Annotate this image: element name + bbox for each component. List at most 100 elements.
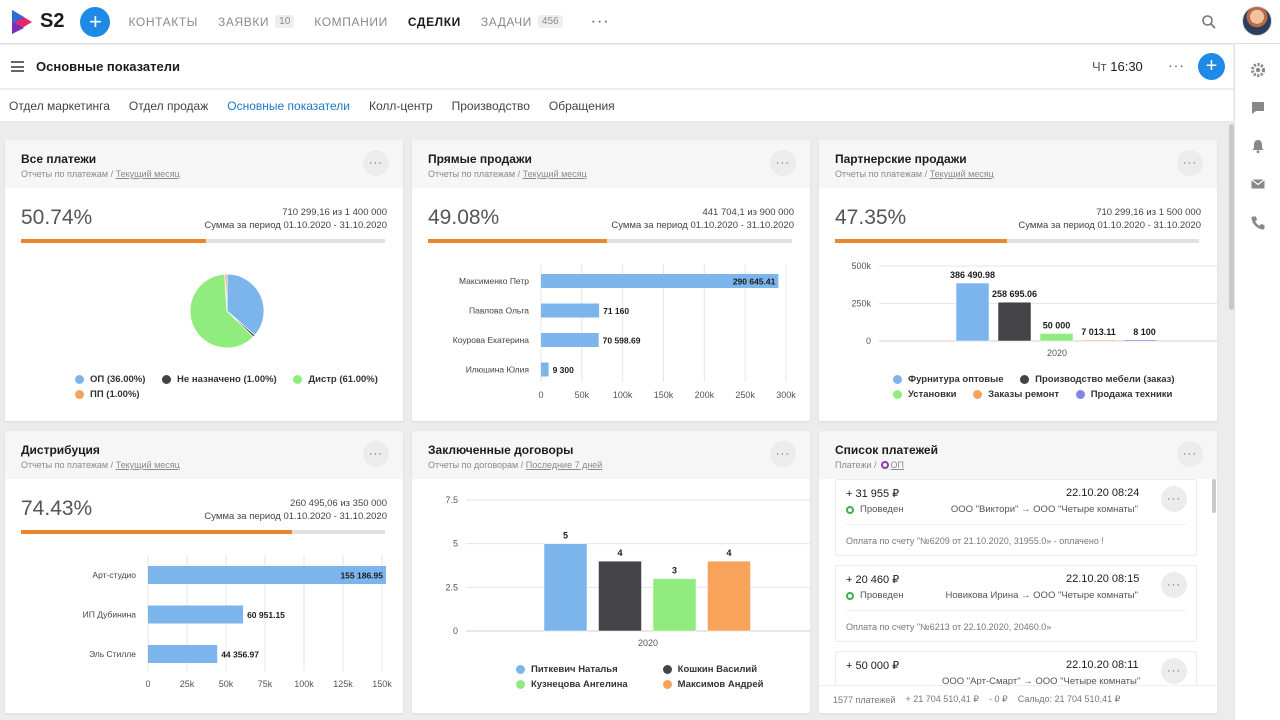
count-badge: 456 [537,15,563,28]
main-nav: КОНТАКТЫ ЗАЯВКИ 10 КОМПАНИИ СДЕЛКИ ЗАДАЧИ… [128,13,609,31]
tab-sales[interactable]: Отдел продаж [128,98,209,113]
list-scrollbar[interactable] [1212,479,1216,513]
x-tick-label: 200k [695,390,715,400]
x-tick-label: 250k [735,390,755,400]
data-label: 50 000 [1043,321,1071,331]
nav-item-tasks[interactable]: ЗАДАЧИ 456 [481,15,563,29]
menu-icon[interactable] [11,61,24,72]
data-label: 44 356.97 [221,650,259,660]
legend-item[interactable]: Не назначено (1.00%) [162,374,277,385]
legend-label: Установки [908,389,957,400]
nav-more-button[interactable]: ··· [590,12,610,30]
chart-legend: Питкевич Наталья Кошкин Василий Кузнецов… [516,664,806,692]
payments-balance: Сальдо: 21 704 510,41 ₽ [1017,694,1121,704]
card-more-button[interactable]: ··· [770,441,796,467]
card-more-button[interactable]: ··· [770,150,796,176]
legend-dot [662,665,672,674]
legend-row: Питкевич Наталья Кошкин Василий [516,664,806,677]
payment-item[interactable]: + 31 955 ₽ 22.10.20 08:24 Проведен ООО "… [835,479,1197,556]
payment-date: 22.10.20 08:11 [1066,659,1139,671]
x-tick-label: 125k [333,679,353,689]
card-header: Дистрибуция Отчеты по платежам / Текущий… [5,431,403,479]
bar [541,274,779,288]
chat-icon[interactable] [1249,99,1267,117]
legend-item[interactable]: Производство мебели (заказ) [1020,374,1175,385]
card-subtitle: Отчеты по договорам / Последние 7 дней [428,460,810,470]
tab-marketing[interactable]: Отдел маркетинга [9,98,110,113]
legend-dot [516,680,525,689]
card-more-button[interactable]: ··· [363,441,389,467]
search-icon[interactable] [1200,13,1218,31]
legend-label: Производство мебели (заказ) [1035,374,1175,385]
avatar[interactable] [1242,6,1272,36]
tab-production[interactable]: Производство [451,98,530,113]
header-more-button[interactable]: ··· [1168,57,1185,73]
legend-item[interactable]: Максимов Андрей [662,679,763,690]
legend-item[interactable]: ОП (36.00%) [75,374,145,385]
data-label: 3 [672,566,677,576]
mail-icon[interactable] [1249,175,1267,193]
bell-icon[interactable] [1249,137,1267,155]
y-tick-label: 0 [453,626,458,636]
phone-icon[interactable] [1249,214,1267,232]
payment-item[interactable]: + 20 460 ₽ 22.10.20 08:15 Проведен Новик… [835,565,1197,642]
data-label: 386 490.98 [950,270,995,280]
bar [1039,333,1074,342]
nav-item-companies[interactable]: КОМПАНИИ [314,15,388,29]
legend-label: Кузнецова Ангелина [531,679,628,690]
subtitle-source: Отчеты по платежам [21,169,109,179]
legend-item[interactable]: Установки [893,389,957,400]
period-link[interactable]: Текущий месяц [929,169,994,179]
legend-item[interactable]: Заказы ремонт [973,389,1059,400]
card-more-button[interactable]: ··· [1177,150,1203,176]
legend-item[interactable]: Дистр (61.00%) [293,374,378,385]
card-more-button[interactable]: ··· [363,150,389,176]
period-link[interactable]: Последние 7 дней [525,460,603,470]
legend-dot [1020,375,1030,384]
payment-date: 22.10.20 08:24 [1066,487,1140,499]
payment-date: 22.10.20 08:15 [1066,573,1140,585]
period-link[interactable]: Текущий месяц [115,169,180,179]
legend-item[interactable]: Фурнитура оптовые [893,374,1004,385]
gear-icon[interactable] [1249,61,1267,79]
card-header: Партнерские продажи Отчеты по платежам /… [819,140,1217,188]
tab-main-indicators[interactable]: Основные показатели [227,98,351,113]
bar [148,645,218,663]
period-link[interactable]: Текущий месяц [522,169,587,179]
legend-item[interactable]: Питкевич Наталья [516,664,646,675]
nav-item-deals[interactable]: СДЕЛКИ [408,15,461,29]
card-contracts: Заключенные договоры Отчеты по договорам… [412,431,810,713]
legend-item[interactable]: Кузнецова Ангелина [516,679,646,690]
payment-amount: + 50 000 ₽ [846,660,900,672]
payment-more-button[interactable]: ··· [1161,486,1187,512]
category-label: Илюшина Юлия [466,365,530,375]
payment-more-button[interactable]: ··· [1161,572,1187,598]
tab-call-center[interactable]: Колл-центр [369,98,433,113]
card-title: Все платежи [21,152,97,166]
tab-requests[interactable]: Обращения [548,98,615,113]
app-logo[interactable]: S2 [10,9,64,35]
nav-item-contacts[interactable]: КОНТАКТЫ [128,15,198,29]
data-label: 60 951.15 [247,610,285,620]
period-link[interactable]: Текущий месяц [115,460,180,470]
nav-label: ЗАДАЧИ [480,14,532,29]
add-widget-button[interactable]: + [1198,53,1225,80]
legend-item[interactable]: Продажа техники [1075,389,1172,400]
legend-item[interactable]: Кошкин Василий [662,664,757,675]
card-title: Прямые продажи [428,152,532,166]
clock-day: Чт [1092,59,1107,74]
nav-item-requests[interactable]: ЗАЯВКИ 10 [218,15,295,29]
card-more-button[interactable]: ··· [1177,441,1203,467]
legend-item[interactable]: ПП (1.00%) [75,389,140,400]
progress-fill [21,239,206,243]
filter-link[interactable]: ОП [890,460,905,470]
payment-more-button[interactable]: ··· [1161,658,1187,684]
create-button[interactable]: + [80,6,111,37]
x-category-label: 2020 [1047,348,1067,358]
x-tick-label: 50k [575,390,590,400]
bar [1081,339,1116,342]
legend-row: Кузнецова Ангелина Максимов Андрей [516,679,806,692]
y-tick-label: 7.5 [445,495,458,505]
page-scrollbar[interactable] [1229,124,1234,310]
category-label: Максименко Петр [459,276,529,286]
